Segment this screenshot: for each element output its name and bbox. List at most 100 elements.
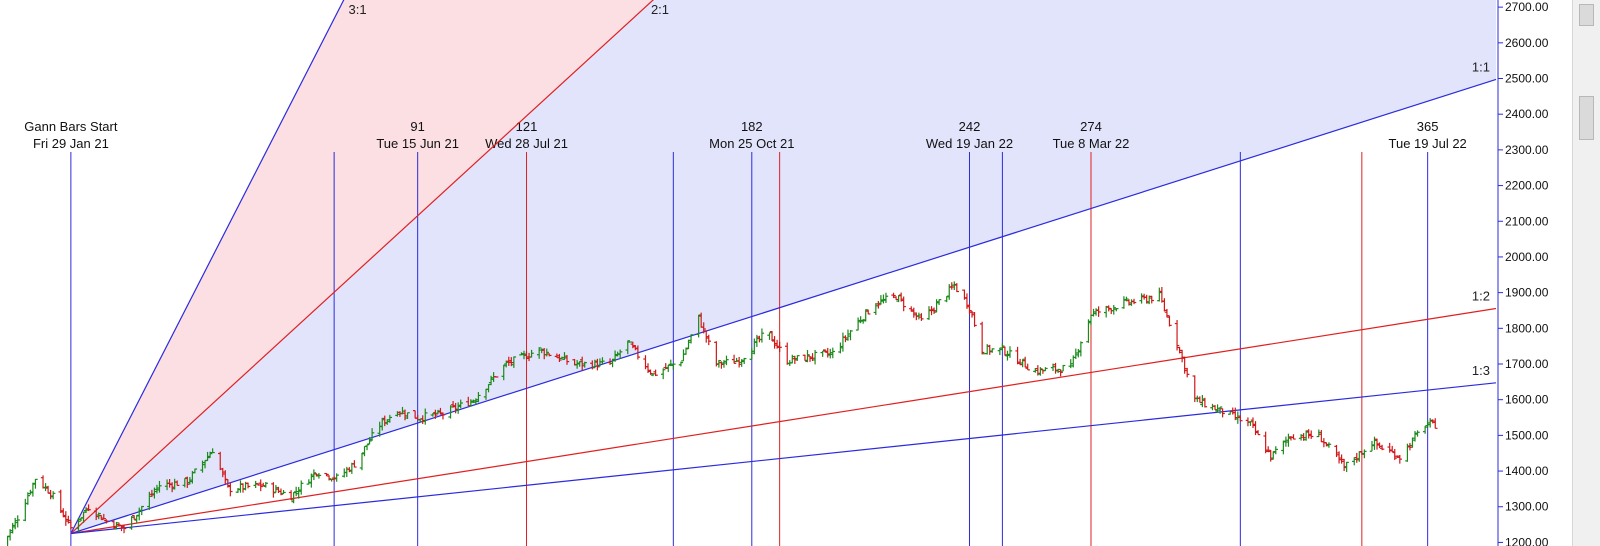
price-bar bbox=[458, 399, 463, 409]
price-bar bbox=[858, 316, 863, 324]
price-tick-label: 1500.00 bbox=[1505, 428, 1549, 442]
price-bar bbox=[61, 508, 66, 518]
price-bar bbox=[1309, 430, 1314, 439]
price-bar bbox=[7, 529, 13, 541]
price-bar bbox=[1076, 349, 1081, 358]
price-bar bbox=[157, 480, 162, 493]
scroll-up-handle[interactable] bbox=[1579, 4, 1594, 26]
price-bar bbox=[430, 413, 436, 417]
price-bar bbox=[1238, 415, 1243, 422]
price-bar bbox=[848, 330, 853, 341]
price-bar bbox=[592, 359, 598, 369]
price-bar bbox=[12, 517, 18, 530]
price-bar bbox=[433, 409, 438, 419]
price-bar bbox=[362, 445, 367, 457]
price-bar bbox=[1002, 346, 1008, 356]
price-bar bbox=[807, 355, 813, 362]
price-bar bbox=[1096, 306, 1101, 317]
price-bar bbox=[1174, 320, 1180, 351]
price-bar bbox=[261, 482, 266, 487]
price-bar bbox=[63, 511, 69, 526]
price-bar bbox=[820, 350, 825, 357]
price-bar bbox=[1265, 446, 1271, 453]
price-bar bbox=[706, 334, 711, 346]
price-bar bbox=[1377, 442, 1382, 449]
price-bar bbox=[521, 350, 527, 360]
price-bar bbox=[701, 322, 706, 334]
price-bar bbox=[714, 341, 719, 367]
price-bar bbox=[648, 369, 653, 375]
price-bar bbox=[1316, 429, 1322, 438]
price-bar bbox=[1179, 349, 1185, 363]
price-bar bbox=[845, 329, 851, 341]
price-bar bbox=[612, 350, 618, 362]
price-bar bbox=[721, 360, 727, 368]
price-bar bbox=[1298, 434, 1304, 441]
price-tick-label: 2500.00 bbox=[1505, 72, 1549, 86]
price-bar bbox=[557, 353, 562, 363]
price-axis: 1200.00 1300.00 1400.00 1500.00 1600.00 1700.… bbox=[1497, 0, 1549, 546]
price-bar bbox=[891, 292, 896, 299]
price-bar bbox=[645, 363, 651, 374]
price-bar bbox=[314, 473, 319, 477]
vertical-scrollbar[interactable] bbox=[1572, 0, 1600, 546]
price-bar bbox=[121, 524, 127, 534]
price-bar bbox=[50, 491, 56, 500]
price-bar bbox=[696, 314, 701, 338]
price-bar bbox=[876, 300, 881, 309]
date-marker-date: Tue 8 Mar 22 bbox=[1053, 136, 1130, 151]
price-bar bbox=[881, 294, 886, 304]
price-bar bbox=[724, 355, 729, 366]
price-bar bbox=[1397, 454, 1403, 464]
price-bar bbox=[182, 477, 187, 488]
price-tick-label: 1700.00 bbox=[1505, 357, 1549, 371]
price-bar bbox=[1147, 295, 1152, 305]
price-bar bbox=[1233, 407, 1238, 421]
scroll-thumb[interactable] bbox=[1579, 96, 1594, 140]
price-bar bbox=[577, 361, 582, 367]
price-bar bbox=[291, 492, 296, 504]
price-tick-label: 2600.00 bbox=[1505, 36, 1549, 50]
price-bar bbox=[792, 355, 798, 364]
price-bar bbox=[860, 319, 866, 324]
price-bar bbox=[625, 340, 630, 355]
price-bar bbox=[273, 485, 279, 493]
price-bar bbox=[559, 356, 565, 360]
price-bar bbox=[731, 354, 737, 364]
price-bar bbox=[1291, 434, 1296, 440]
price-bar bbox=[488, 375, 494, 386]
price-bar bbox=[1286, 433, 1291, 447]
price-bar bbox=[909, 306, 914, 312]
price-bar bbox=[387, 414, 393, 423]
price-tick-label: 1200.00 bbox=[1505, 535, 1549, 546]
price-bar bbox=[83, 507, 89, 513]
price-bar bbox=[812, 350, 818, 365]
price-bar bbox=[58, 489, 63, 513]
price-bar bbox=[1212, 405, 1218, 411]
price-bar bbox=[574, 359, 580, 369]
price-bar bbox=[185, 476, 190, 488]
price-bar bbox=[423, 408, 428, 425]
price-bar bbox=[400, 406, 405, 415]
price-bar bbox=[883, 292, 889, 304]
fan-ratio-label: 1:1 bbox=[1472, 59, 1490, 74]
price-bar bbox=[448, 405, 453, 419]
price-bar bbox=[1050, 363, 1056, 372]
price-bar bbox=[438, 407, 443, 415]
price-bar bbox=[114, 521, 119, 530]
price-bar bbox=[866, 309, 871, 315]
price-bar bbox=[169, 482, 175, 493]
price-bar bbox=[1372, 436, 1377, 450]
fan-ratio-label: 1:3 bbox=[1472, 363, 1490, 378]
price-bar bbox=[547, 353, 552, 357]
price-bar bbox=[1126, 299, 1132, 306]
price-bar bbox=[736, 356, 742, 368]
price-bar bbox=[326, 475, 332, 481]
date-marker-count: 274 bbox=[1080, 119, 1102, 134]
price-bar bbox=[296, 486, 301, 499]
price-bar bbox=[81, 511, 86, 523]
price-bar bbox=[838, 342, 843, 354]
price-bar bbox=[873, 303, 879, 316]
price-bar bbox=[48, 489, 53, 500]
